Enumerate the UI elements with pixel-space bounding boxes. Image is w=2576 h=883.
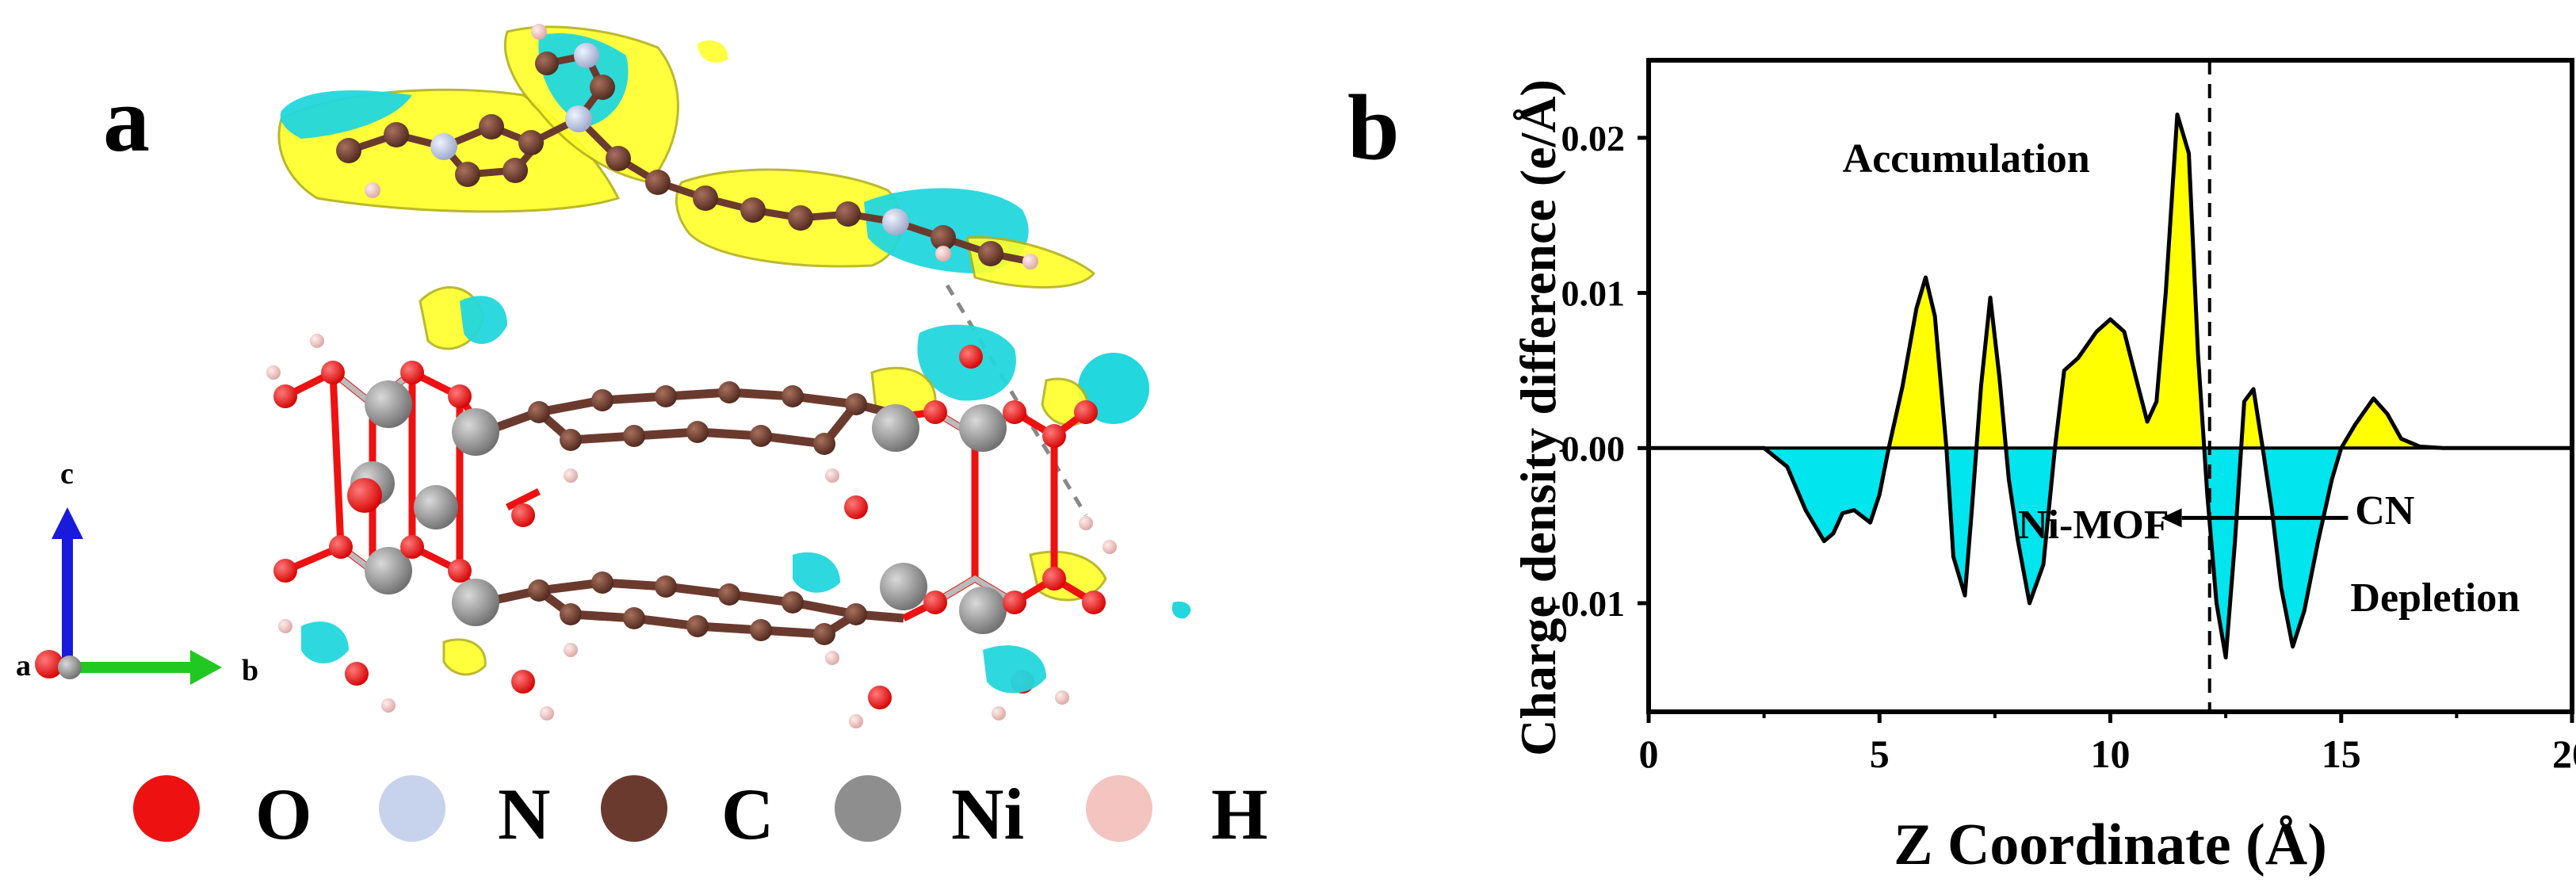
legend-label-n: N [498,774,550,854]
element-legend: O N C Ni H [133,774,1268,854]
y-tick-label: 0.02 [1561,118,1626,159]
crystal-axes: c a b [16,457,258,687]
x-tick-label: 5 [1870,732,1890,776]
cn-layer [277,24,1096,289]
x-tick-label: 0 [1639,732,1659,776]
x-axis-label: Z Coordinate (Å) [1894,812,2327,877]
annotation-accumulation: Accumulation [1843,136,2090,182]
legend-label-o: O [255,774,312,854]
x-tick-label: 10 [2091,732,2131,776]
interaction-dashed-line [945,284,1088,517]
panel-a: a [16,24,1268,854]
legend-swatch-o [133,775,200,842]
legend-label-ni: Ni [951,774,1024,854]
x-tick-label: 20 [2552,732,2576,776]
y-axis-label: Charge density difference (e/Å) [1510,79,1566,756]
accumulation-area [1649,114,2572,449]
legend-label-c: C [721,774,774,854]
annotation-depletion: Depletion [2350,575,2520,621]
panel-b-label: b [1347,75,1400,179]
y-tick-label: 0.00 [1561,428,1626,468]
x-tick-label: 15 [2322,732,2361,776]
annotation-cn: CN [2355,488,2414,533]
legend-swatch-n [379,775,445,842]
tick-layer: 0 5 10 15 20 -0.01 0.00 0.01 0.02 [1549,118,2576,776]
axis-a-label: a [16,649,31,682]
legend-label-h: H [1211,774,1268,854]
y-tick-label: 0.01 [1561,273,1626,314]
legend-swatch-h [1086,775,1152,842]
charge-density-chart: b 0 5 10 15 20 -0.01 0.00 0.01 0.02 Accumulation… [1347,58,2576,877]
ni-mof-layer [266,286,1191,728]
axis-c-label: c [60,457,74,491]
y-tick-label: -0.01 [1549,583,1625,624]
panel-a-label: a [103,67,150,171]
panel-b: b 0 5 10 15 20 -0.01 0.00 0.01 0.02 Accumulation… [1347,0,2576,879]
legend-swatch-c [601,775,667,842]
plot-layer [1649,113,2572,659]
transfer-arrow [2161,508,2349,528]
legend-swatch-ni [835,775,901,842]
annotation-ni-mof: Ni-MOF [2018,503,2169,548]
series-line [1649,113,2572,659]
axis-b-label: b [242,654,258,687]
structure-figure: a [16,24,1268,854]
